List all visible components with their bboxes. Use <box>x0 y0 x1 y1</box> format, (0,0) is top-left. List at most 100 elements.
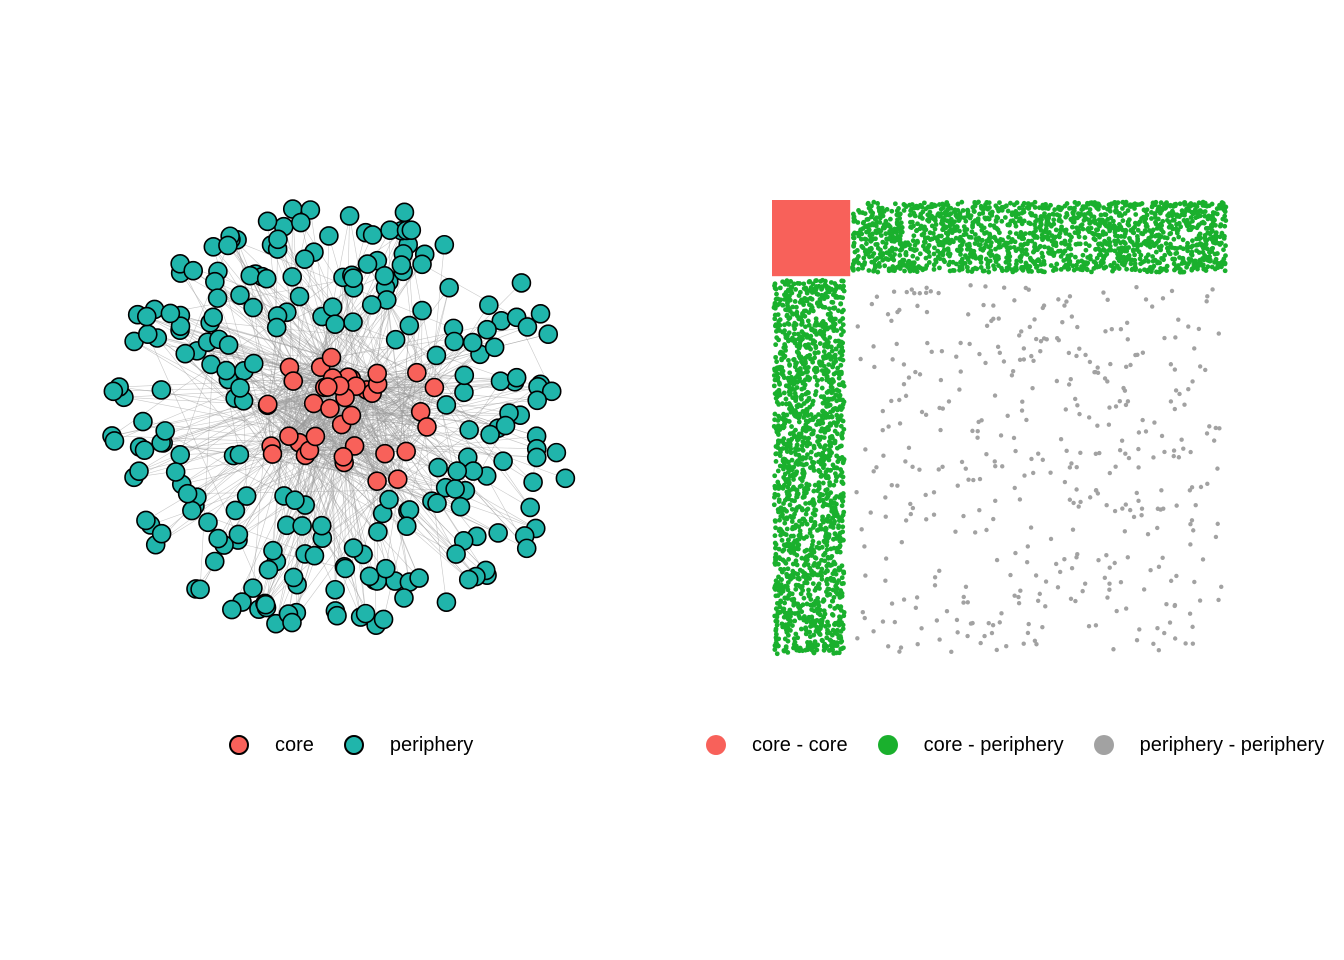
core-periphery-cell <box>1182 212 1187 218</box>
core-periphery-cell <box>1092 200 1098 205</box>
core-periphery-cell <box>829 344 834 350</box>
core-periphery-cell <box>1154 232 1160 238</box>
core-periphery-cell <box>1160 218 1166 224</box>
core-periphery-cell <box>942 239 948 245</box>
core-periphery-cell <box>779 423 785 429</box>
core-periphery-cell <box>870 231 875 237</box>
core-periphery-cell <box>869 259 875 265</box>
core-periphery-cell <box>1185 240 1190 246</box>
core-periphery-cell <box>1135 227 1141 233</box>
core-node <box>367 363 387 384</box>
periphery-periphery-cell <box>1000 464 1005 469</box>
core-periphery-cell <box>831 595 837 600</box>
core-periphery-cell <box>774 371 780 377</box>
core-periphery-cell <box>948 216 954 222</box>
periphery-node <box>243 353 264 374</box>
network-edge <box>327 264 423 388</box>
core-periphery-cell <box>840 524 846 530</box>
periphery-node <box>427 493 447 514</box>
core-periphery-cell <box>820 417 825 423</box>
periphery-node <box>343 268 364 289</box>
periphery-node <box>396 516 417 537</box>
periphery-periphery-cell <box>1174 573 1179 579</box>
periphery-node <box>436 592 457 613</box>
core-periphery-cell <box>1097 234 1102 240</box>
core-periphery-cell <box>1163 241 1169 246</box>
core-periphery-cell <box>892 201 898 207</box>
core-periphery-cell <box>1086 243 1092 249</box>
periphery-periphery-cell <box>1211 438 1217 443</box>
periphery-node <box>409 568 429 588</box>
core-periphery-cell <box>988 243 994 249</box>
core-periphery-cell <box>797 412 803 418</box>
core-periphery-cell <box>799 298 805 303</box>
core-periphery-cell <box>1108 247 1114 253</box>
network-edge <box>175 404 268 473</box>
core-periphery-cell <box>795 490 800 496</box>
core-periphery-cell <box>875 269 881 275</box>
core-periphery-cell <box>1007 254 1013 259</box>
core-periphery-cell <box>925 244 931 250</box>
core-periphery-cell <box>803 561 808 566</box>
core-periphery-cell <box>851 218 857 224</box>
core-periphery-cell <box>855 266 861 272</box>
periphery-node <box>216 360 236 381</box>
core-periphery-cell <box>1080 226 1086 232</box>
core-periphery-cell <box>815 564 821 570</box>
core-periphery-cell <box>1164 202 1170 208</box>
core-periphery-cell <box>832 438 838 444</box>
core-periphery-cell <box>779 349 784 355</box>
core-periphery-cell <box>783 344 788 350</box>
core-periphery-cell <box>773 367 779 373</box>
core-periphery-cell <box>828 523 834 529</box>
core-periphery-cell <box>776 413 782 419</box>
core-periphery-cell <box>793 452 799 457</box>
periphery-periphery-cell <box>1190 641 1196 646</box>
core-periphery-cell <box>792 472 798 478</box>
core-periphery-cell <box>933 235 939 241</box>
core-periphery-cell <box>788 614 793 619</box>
periphery-periphery-cell <box>968 283 973 288</box>
core-periphery-cell <box>1087 207 1093 212</box>
periphery-periphery-cell <box>854 489 859 495</box>
core-periphery-cell <box>816 467 822 473</box>
core-periphery-cell <box>972 232 978 237</box>
core-periphery-cell <box>1095 222 1101 227</box>
core-periphery-cell <box>1062 239 1068 245</box>
periphery-periphery-cell <box>958 340 963 346</box>
core-periphery-cell <box>791 412 797 418</box>
periphery-periphery-cell <box>984 452 989 457</box>
core-periphery-cell <box>774 291 779 297</box>
core-periphery-cell <box>773 606 779 612</box>
periphery-periphery-cell <box>983 360 988 366</box>
periphery-periphery-cell <box>938 427 943 433</box>
periphery-periphery-cell <box>991 303 996 308</box>
periphery-node <box>294 249 315 270</box>
periphery-periphery-cell <box>1173 335 1178 340</box>
network-edge <box>349 215 378 374</box>
periphery-periphery-cell <box>965 312 971 317</box>
core-periphery-cell <box>955 207 961 213</box>
core-periphery-cell <box>1142 219 1147 225</box>
core-periphery-cell <box>836 371 842 377</box>
core-periphery-cell <box>986 269 992 275</box>
periphery-periphery-cell <box>1012 485 1017 491</box>
periphery-periphery-cell <box>915 303 920 309</box>
core-periphery-cell <box>1045 218 1051 223</box>
core-periphery-cell <box>817 586 822 591</box>
core-periphery-cell <box>809 326 815 332</box>
core-periphery-cell <box>817 341 823 346</box>
periphery-periphery-cell <box>872 364 877 370</box>
periphery-periphery-cell <box>863 447 868 452</box>
core-periphery-cell <box>1086 217 1092 223</box>
core-periphery-cell <box>771 383 777 389</box>
periphery-periphery-cell <box>1182 402 1187 407</box>
periphery-periphery-cell <box>1032 638 1038 643</box>
periphery-periphery-cell <box>1025 544 1030 549</box>
periphery-periphery-cell <box>908 501 913 507</box>
core-periphery-cell <box>907 202 913 208</box>
core-periphery-cell <box>1186 222 1192 228</box>
core-periphery-cell <box>1031 259 1036 265</box>
periphery-periphery-cell <box>1205 481 1210 487</box>
periphery-periphery-legend-marker <box>1093 735 1114 755</box>
